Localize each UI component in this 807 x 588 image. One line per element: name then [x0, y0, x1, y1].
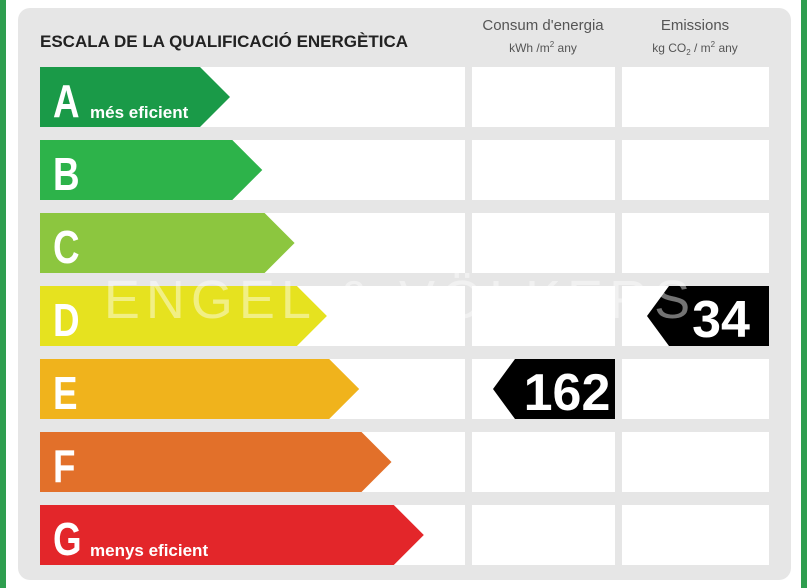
class-bar: [40, 286, 327, 346]
unit-sup: 2: [711, 40, 716, 49]
watermark: ENGEL & VÖLKERS: [104, 270, 696, 330]
class-bar: [40, 432, 392, 492]
rating-value: 34: [692, 291, 750, 349]
value-cell: [472, 432, 615, 492]
rating-arrow: [647, 286, 769, 346]
class-bar: [40, 140, 263, 200]
class-letter: F: [53, 440, 75, 492]
class-letter: B: [53, 148, 80, 200]
column-title: Emissions: [661, 17, 729, 34]
unit-mid: / m: [691, 41, 711, 55]
title: ESCALA DE LA QUALIFICACIÓ ENERGÈTICA: [40, 32, 408, 51]
value-cell: [622, 140, 769, 200]
value-cell: [622, 505, 769, 565]
class-bar: [40, 359, 360, 419]
class-letter: E: [53, 367, 78, 419]
unit-text: kg CO: [652, 41, 686, 55]
unit-sub: 2: [686, 48, 691, 57]
value-cell: [472, 140, 615, 200]
class-bar: [40, 213, 295, 273]
column-title: Consum d'energia: [482, 17, 604, 34]
rating-arrow: [493, 359, 615, 419]
class-bar: [40, 67, 230, 127]
class-letter: A: [53, 75, 80, 127]
class-bar: [40, 505, 424, 565]
value-cell: [472, 505, 615, 565]
value-cell: [622, 213, 769, 273]
class-note: més eficient: [90, 103, 189, 122]
value-cell: [472, 286, 615, 346]
class-note: menys eficient: [90, 541, 208, 560]
rating-value: 162: [524, 364, 611, 422]
value-cell: [622, 432, 769, 492]
class-letter: G: [53, 513, 82, 565]
column-unit: kWh /m2 any: [509, 40, 577, 55]
class-letter: C: [53, 221, 80, 273]
unit-rest: any: [715, 41, 738, 55]
column-unit: kg CO2 / m2 any: [652, 40, 738, 57]
unit-text: kWh /m: [509, 41, 550, 55]
unit-sup: 2: [550, 40, 555, 49]
value-cell: [472, 67, 615, 127]
value-cell: [622, 359, 769, 419]
value-cell: [472, 213, 615, 273]
unit-rest: any: [554, 41, 577, 55]
class-letter: D: [53, 294, 80, 346]
value-cell: [622, 67, 769, 127]
